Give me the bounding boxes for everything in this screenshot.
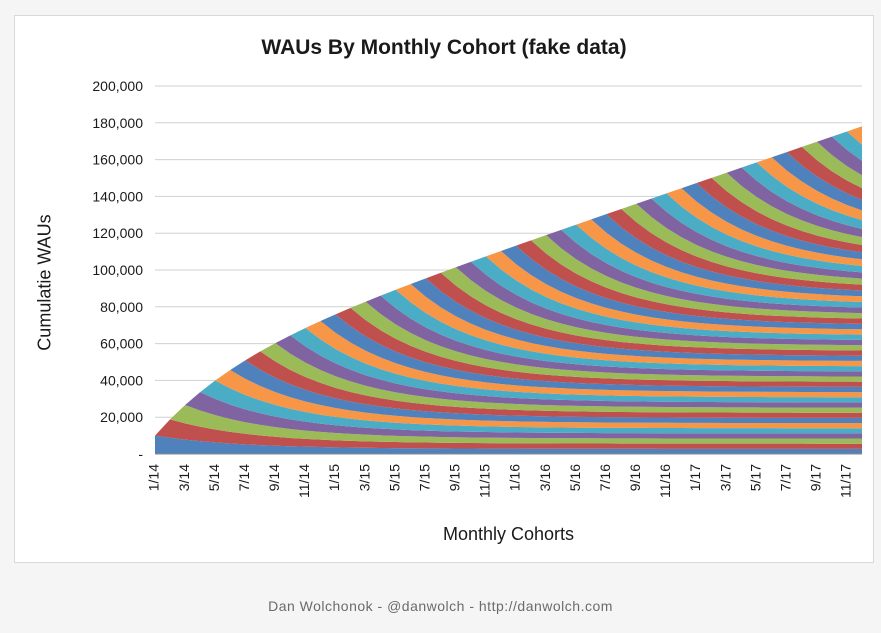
- y-tick-label: 140,000: [92, 188, 143, 204]
- x-tick-label: 1/14: [146, 464, 162, 491]
- y-tick-label: 160,000: [92, 152, 143, 168]
- cohort-area-6: [155, 369, 862, 436]
- x-tick-label: 11/16: [657, 464, 673, 498]
- y-tick-label: 40,000: [100, 372, 143, 388]
- cohort-area-1: [155, 435, 862, 454]
- x-tick-label: 9/16: [627, 464, 643, 491]
- cohort-area-14: [155, 307, 862, 436]
- cohort-area-8: [155, 351, 862, 436]
- x-axis-title: Monthly Cohorts: [442, 524, 575, 544]
- x-tick-label: 3/17: [717, 464, 733, 491]
- cohort-area-4: [155, 392, 862, 439]
- x-tick-label: 9/17: [808, 464, 824, 491]
- cohort-area-5: [155, 380, 862, 436]
- y-tick-label: 200,000: [92, 78, 143, 94]
- y-tick-label: -: [138, 446, 143, 462]
- y-tick-label: 80,000: [100, 299, 143, 315]
- cohort-area-41: [155, 162, 862, 436]
- y-tick-label: 60,000: [100, 336, 143, 352]
- x-tick-label: 1/17: [687, 464, 703, 491]
- cohort-area-31: [155, 214, 862, 436]
- chart-plot: - 20,000 40,000 60,000 80,000 100,000 120,000 1…: [92, 78, 862, 498]
- x-tick-label: 5/14: [206, 464, 222, 491]
- x-tick-label: 7/15: [416, 464, 432, 491]
- cohort-area-42: [155, 157, 862, 436]
- chart-title: WAUs By Monthly Cohort (fake data): [261, 36, 627, 59]
- chart-card: - 20,000 40,000 60,000 80,000 100,000 120,000 1…: [14, 15, 874, 563]
- cohort-area-19: [155, 278, 862, 436]
- x-tick-label: 3/16: [537, 464, 553, 491]
- x-tick-label: 3/14: [176, 464, 192, 491]
- x-tick-label: 1/16: [507, 464, 523, 491]
- x-tick-label: 5/17: [747, 464, 763, 491]
- y-tick-label: 120,000: [92, 225, 143, 241]
- cohort-area-11: [155, 328, 862, 436]
- x-tick-label: 9/14: [266, 464, 282, 491]
- x-tick-label: 5/15: [386, 464, 402, 491]
- cohort-area-22: [155, 261, 862, 436]
- x-tick-label: 7/16: [597, 464, 613, 491]
- cohort-area-3: [155, 404, 862, 444]
- cohort-area-7: [155, 360, 862, 436]
- cohort-area-2: [155, 419, 862, 449]
- x-tick-label: 7/17: [777, 464, 793, 491]
- x-tick-label: 7/14: [236, 464, 252, 491]
- cohort-area-15: [155, 301, 862, 436]
- y-axis-title: Cumulatie WAUs: [34, 214, 55, 351]
- y-tick-label: 20,000: [100, 409, 143, 425]
- cohort-area-18: [155, 283, 862, 436]
- x-tick-label: 11/17: [838, 464, 854, 498]
- x-tick-label: 11/14: [296, 464, 312, 498]
- cohort-area-30: [155, 219, 862, 436]
- x-tick-label: 11/15: [477, 464, 493, 498]
- y-tick-label: 180,000: [92, 115, 143, 131]
- x-tick-label: 5/16: [567, 464, 583, 491]
- y-tick-label: 100,000: [92, 262, 143, 278]
- x-tick-label: 9/15: [447, 464, 463, 491]
- x-tick-label: 1/15: [326, 464, 342, 491]
- footer-credit: Dan Wolchonok - @danwolch - http://danwo…: [268, 598, 613, 614]
- x-tick-label: 3/15: [356, 464, 372, 491]
